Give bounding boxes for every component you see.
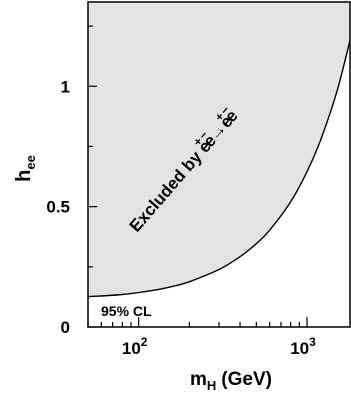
x-tick-label-exponent: 2 xyxy=(141,335,148,349)
y-tick-label: 0.5 xyxy=(46,198,70,217)
plot-frame xyxy=(87,1,351,328)
x-tick-label: 103 xyxy=(290,335,316,358)
exclusion-curve xyxy=(87,40,351,298)
x-tick-label-base: 10 xyxy=(122,339,141,358)
y-tick-label: 0 xyxy=(61,318,70,337)
x-tick-label: 102 xyxy=(122,335,148,358)
y-tick-label: 1 xyxy=(61,77,70,96)
y-axis-title-sub: ee xyxy=(23,155,38,169)
x-axis-title-main: m xyxy=(190,369,207,390)
y-axis-title-main: h xyxy=(13,170,35,182)
confidence-level-label: 95% CL xyxy=(101,303,152,319)
x-axis-title: mH (GeV) xyxy=(190,369,272,393)
y-axis-title: hee xyxy=(13,155,38,182)
x-tick-label-exponent: 3 xyxy=(309,335,316,349)
x-axis-title-sub: H xyxy=(207,378,216,393)
x-tick-label-base: 10 xyxy=(290,339,309,358)
excluded-region-fill xyxy=(88,2,350,297)
excluded-region-area xyxy=(88,2,350,297)
x-axis-title-unit: (GeV) xyxy=(221,369,272,390)
